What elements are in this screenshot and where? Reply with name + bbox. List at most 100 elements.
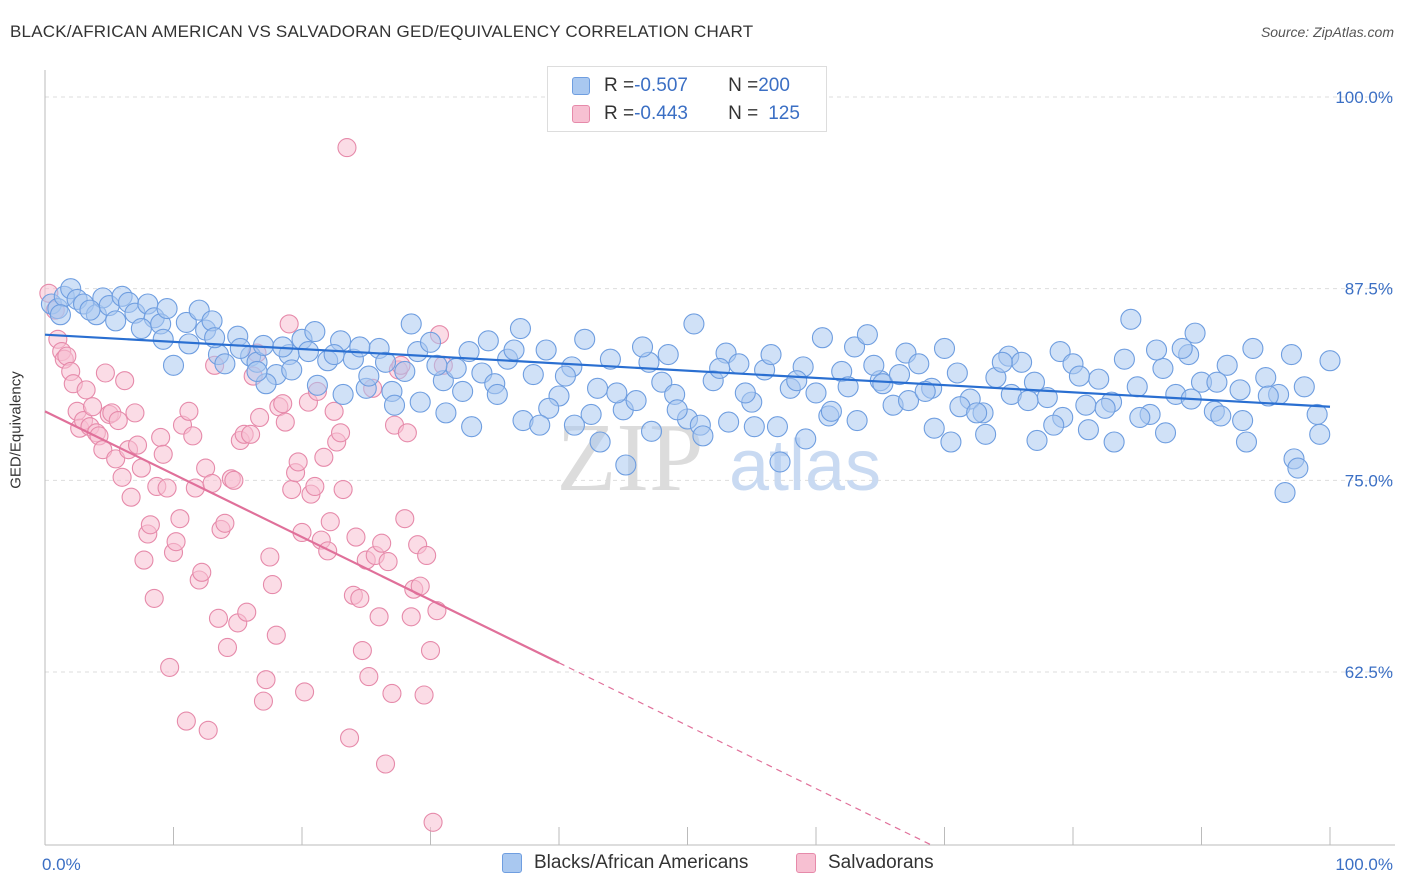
- data-point: [414, 685, 434, 705]
- data-point: [323, 344, 345, 366]
- data-point: [183, 426, 203, 446]
- data-point: [811, 327, 833, 349]
- data-point: [1145, 339, 1168, 361]
- data-point: [314, 447, 334, 467]
- data-point: [108, 410, 128, 431]
- data-point: [1126, 376, 1148, 398]
- data-point: [157, 478, 177, 498]
- data-point: [1103, 431, 1125, 453]
- data-point: [162, 354, 185, 376]
- data-point: [333, 479, 353, 500]
- legend-r-value: -0.443: [634, 103, 688, 124]
- data-point: [914, 380, 936, 402]
- data-point: [709, 357, 731, 379]
- data-point: [295, 682, 315, 702]
- data-point: [1068, 365, 1090, 387]
- data-point: [1287, 457, 1309, 479]
- data-point: [369, 607, 389, 627]
- data-point: [837, 376, 859, 398]
- data-point: [554, 365, 576, 387]
- data-point: [401, 607, 421, 627]
- data-point: [1043, 414, 1065, 436]
- data-point: [1216, 354, 1238, 376]
- data-point: [1242, 337, 1264, 360]
- data-point: [179, 401, 199, 421]
- y-tick-label: 75.0%: [1345, 471, 1393, 490]
- data-point: [897, 390, 920, 412]
- data-point: [318, 541, 338, 561]
- series-swatch-pink: [796, 853, 816, 873]
- data-point: [1088, 368, 1110, 390]
- data-point: [282, 479, 302, 500]
- data-point: [888, 363, 911, 386]
- data-point: [975, 423, 997, 445]
- data-point: [288, 452, 308, 472]
- source-label: Source: ZipAtlas.com: [1260, 24, 1394, 40]
- data-point: [734, 382, 756, 404]
- data-point: [795, 428, 817, 450]
- data-point: [292, 522, 312, 543]
- data-point: [76, 380, 96, 400]
- data-point: [237, 602, 257, 622]
- legend-row-salvadorans: R = -0.443 N = 125: [572, 101, 800, 127]
- data-point: [872, 373, 894, 395]
- data-point: [256, 670, 276, 690]
- legend-r-value: -0.507: [634, 75, 688, 96]
- data-point: [352, 640, 372, 661]
- data-point: [1129, 406, 1151, 429]
- data-point: [346, 527, 366, 547]
- data-point: [651, 371, 673, 393]
- data-point: [241, 424, 261, 444]
- data-point: [140, 515, 160, 535]
- data-point: [640, 420, 663, 442]
- trend-lines: [44, 333, 1331, 846]
- data-point: [79, 299, 101, 321]
- data-point: [324, 401, 344, 421]
- data-point: [332, 383, 354, 406]
- data-point: [477, 330, 499, 352]
- legend-n-value: 200: [758, 75, 790, 96]
- data-point: [946, 362, 968, 384]
- data-point: [153, 444, 173, 464]
- data-point: [359, 667, 379, 687]
- data-point: [409, 391, 431, 413]
- data-point: [144, 588, 164, 608]
- data-point: [121, 487, 141, 507]
- data-point: [1210, 405, 1232, 427]
- data-point: [586, 377, 609, 399]
- data-point: [170, 509, 190, 529]
- data-point: [305, 476, 325, 497]
- data-point: [589, 431, 611, 453]
- data-point: [175, 311, 197, 333]
- correlation-legend: R = -0.507 N = 200 R = -0.443 N = 125: [547, 66, 827, 132]
- data-point: [49, 304, 71, 326]
- data-point: [1113, 348, 1135, 370]
- data-point: [843, 336, 866, 358]
- data-point: [394, 360, 416, 383]
- data-point: [1184, 322, 1206, 344]
- series-legend-blacks: Blacks/African Americans: [502, 852, 748, 874]
- data-point: [1171, 337, 1193, 360]
- data-point: [766, 416, 789, 438]
- data-point: [160, 657, 180, 677]
- data-point: [435, 402, 457, 424]
- data-point: [535, 339, 557, 361]
- y-tick-label: 87.5%: [1345, 280, 1393, 299]
- data-point: [224, 470, 244, 490]
- legend-r-label: R =: [604, 103, 635, 124]
- data-point: [1319, 350, 1341, 372]
- data-point: [152, 328, 174, 350]
- data-point: [423, 812, 443, 832]
- series-legend: Blacks/African Americans Salvadorans: [0, 850, 1406, 880]
- legend-swatch-pink: [572, 105, 590, 123]
- data-point: [580, 403, 602, 425]
- data-point: [1255, 367, 1277, 389]
- data-point: [1077, 419, 1099, 441]
- data-point: [486, 383, 508, 406]
- data-point: [395, 509, 415, 529]
- data-point: [856, 324, 878, 346]
- data-point: [372, 533, 392, 553]
- data-point: [786, 370, 808, 392]
- data-point: [383, 394, 406, 416]
- data-point: [166, 532, 186, 552]
